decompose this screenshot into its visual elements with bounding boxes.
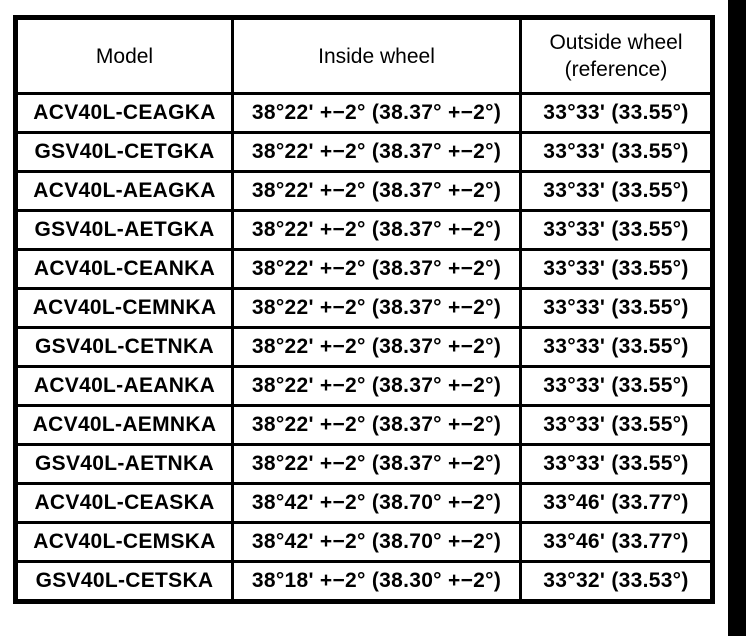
table-row: GSV40L-CETSKA 38°18' +−2° (38.30° +−2°) 33… — [14, 560, 714, 603]
model-cell: ACV40L-CEMSKA — [14, 521, 234, 563]
outside-wheel-cell: 33°33' (33.55°) — [519, 170, 714, 212]
inside-wheel-cell: 38°22' +−2° (38.37° +−2°) — [231, 404, 522, 446]
outside-wheel-cell: 33°33' (33.55°) — [519, 404, 714, 446]
outside-wheel-cell: 33°46' (33.77°) — [519, 521, 714, 563]
table-row: GSV40L-CETGKA 38°22' +−2° (38.37° +−2°) 33… — [14, 131, 714, 173]
table-row: GSV40L-AETGKA 38°22' +−2° (38.37° +−2°) 33… — [14, 209, 714, 251]
inside-wheel-cell: 38°22' +−2° (38.37° +−2°) — [231, 287, 522, 329]
table-row: ACV40L-CEAGKA 38°22' +−2° (38.37° +−2°) 33… — [14, 92, 714, 134]
outside-wheel-cell: 33°33' (33.55°) — [519, 443, 714, 485]
table-row: ACV40L-CEMSKA 38°42' +−2° (38.70° +−2°) 33… — [14, 521, 714, 563]
outside-wheel-cell: 33°33' (33.55°) — [519, 287, 714, 329]
inside-wheel-cell: 38°22' +−2° (38.37° +−2°) — [231, 365, 522, 407]
model-cell: ACV40L-AEANKA — [14, 365, 234, 407]
outside-wheel-cell: 33°33' (33.55°) — [519, 326, 714, 368]
model-cell: ACV40L-CEMNKA — [14, 287, 234, 329]
inside-wheel-cell: 38°42' +−2° (38.70° +−2°) — [231, 521, 522, 563]
inside-wheel-cell: 38°22' +−2° (38.37° +−2°) — [231, 326, 522, 368]
outside-wheel-cell: 33°33' (33.55°) — [519, 365, 714, 407]
table-row: GSV40L-AETNKA 38°22' +−2° (38.37° +−2°) 33… — [14, 443, 714, 485]
table-row: ACV40L-CEANKA 38°22' +−2° (38.37° +−2°) 33… — [14, 248, 714, 290]
table-row: ACV40L-AEANKA 38°22' +−2° (38.37° +−2°) 33… — [14, 365, 714, 407]
inside-wheel-cell: 38°22' +−2° (38.37° +−2°) — [231, 170, 522, 212]
table-row: GSV40L-CETNKA 38°22' +−2° (38.37° +−2°) 33… — [14, 326, 714, 368]
model-cell: GSV40L-AETNKA — [14, 443, 234, 485]
table-body: ACV40L-CEAGKA 38°22' +−2° (38.37° +−2°) 33… — [14, 92, 714, 603]
table-row: ACV40L-CEMNKA 38°22' +−2° (38.37° +−2°) 33… — [14, 287, 714, 329]
outside-wheel-cell: 33°33' (33.55°) — [519, 209, 714, 251]
inside-wheel-cell: 38°22' +−2° (38.37° +−2°) — [231, 443, 522, 485]
model-cell: ACV40L-AEAGKA — [14, 170, 234, 212]
model-cell: ACV40L-CEAGKA — [14, 92, 234, 134]
outside-wheel-cell: 33°32' (33.53°) — [519, 560, 714, 603]
inside-wheel-cell: 38°42' +−2° (38.70° +−2°) — [231, 482, 522, 524]
outside-wheel-cell: 33°33' (33.55°) — [519, 92, 714, 134]
inside-wheel-cell: 38°18' +−2° (38.30° +−2°) — [231, 560, 522, 603]
header-outside-wheel: Outside wheel (reference) — [519, 16, 714, 95]
outside-wheel-cell: 33°46' (33.77°) — [519, 482, 714, 524]
model-cell: GSV40L-CETNKA — [14, 326, 234, 368]
header-row: Model Inside wheel Outside wheel (refere… — [14, 16, 714, 95]
header-outside-wheel-line1: Outside wheel — [549, 31, 683, 54]
wheel-angle-spec-table: Model Inside wheel Outside wheel (refere… — [13, 15, 715, 604]
outside-wheel-cell: 33°33' (33.55°) — [519, 248, 714, 290]
table-row: ACV40L-CEASKA 38°42' +−2° (38.70° +−2°) 33… — [14, 482, 714, 524]
scan-edge-bar — [728, 0, 746, 636]
outside-wheel-cell: 33°33' (33.55°) — [519, 131, 714, 173]
header-inside-wheel: Inside wheel — [231, 16, 522, 95]
inside-wheel-cell: 38°22' +−2° (38.37° +−2°) — [231, 209, 522, 251]
table-row: ACV40L-AEMNKA 38°22' +−2° (38.37° +−2°) 33… — [14, 404, 714, 446]
model-cell: ACV40L-AEMNKA — [14, 404, 234, 446]
model-cell: ACV40L-CEASKA — [14, 482, 234, 524]
model-cell: GSV40L-CETGKA — [14, 131, 234, 173]
inside-wheel-cell: 38°22' +−2° (38.37° +−2°) — [231, 92, 522, 134]
model-cell: ACV40L-CEANKA — [14, 248, 234, 290]
model-cell: GSV40L-AETGKA — [14, 209, 234, 251]
table-row: ACV40L-AEAGKA 38°22' +−2° (38.37° +−2°) 33… — [14, 170, 714, 212]
model-cell: GSV40L-CETSKA — [14, 560, 234, 603]
header-outside-wheel-line2: (reference) — [564, 58, 668, 81]
inside-wheel-cell: 38°22' +−2° (38.37° +−2°) — [231, 248, 522, 290]
header-model: Model — [14, 16, 234, 95]
inside-wheel-cell: 38°22' +−2° (38.37° +−2°) — [231, 131, 522, 173]
